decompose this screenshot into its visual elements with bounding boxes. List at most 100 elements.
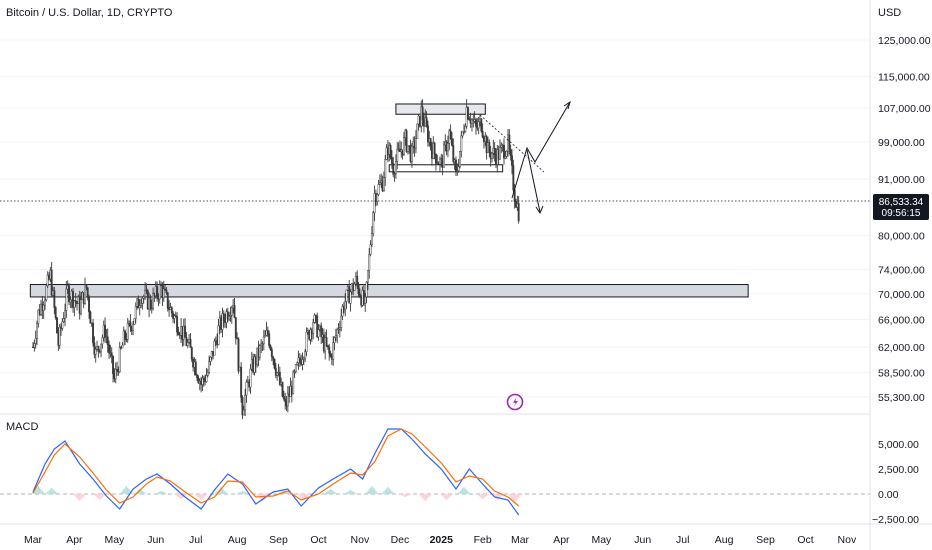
macd-hist-bar — [239, 492, 241, 494]
candle-body — [302, 357, 305, 360]
symbol-title[interactable]: Bitcoin / U.S. Dollar, 1D, CRYPTO — [6, 7, 173, 19]
candle-body — [370, 233, 373, 245]
macd-hist-bar — [176, 494, 178, 496]
macd-hist-bar — [500, 494, 502, 497]
macd-hist-bar — [344, 493, 346, 494]
price-tick-label: 91,000.00 — [878, 174, 925, 186]
price-tick-label: 58,500.00 — [878, 367, 925, 379]
time-tick-label: Jun — [634, 534, 651, 546]
macd-hist-bar — [353, 492, 356, 494]
logo-icon[interactable] — [506, 393, 524, 411]
macd-hist-bar — [140, 490, 142, 494]
macd-hist-bar — [519, 494, 521, 496]
macd-hist-bar — [327, 491, 329, 494]
candle-body — [88, 297, 90, 313]
price-axis-labels[interactable]: 125,000.00 115,000.00 107,000.00 99,000.00 9… — [878, 35, 931, 404]
bullish-path-arrow[interactable] — [511, 101, 571, 199]
macd-axis-labels[interactable]: 5,000.00 2,500.00 0.00 −2,500.00 — [872, 439, 919, 526]
macd-hist-bar — [484, 494, 486, 497]
candle-body — [185, 337, 188, 346]
candle-body — [406, 145, 409, 152]
candle-body — [464, 125, 467, 132]
candle-body — [174, 315, 177, 317]
candle-body — [480, 118, 483, 132]
candle-body — [500, 145, 503, 148]
macd-hist-bar — [135, 492, 137, 494]
macd-hist-bar — [101, 494, 103, 498]
candle-body — [106, 336, 109, 346]
candle-body — [341, 306, 344, 317]
candle-body — [390, 157, 393, 164]
macd-hist-bar — [384, 489, 386, 494]
candle-body — [260, 343, 263, 346]
candle-body — [194, 361, 197, 376]
candle-body — [149, 297, 152, 308]
candle-body — [268, 333, 271, 346]
macd-hist-bar — [181, 494, 184, 498]
candle-body — [144, 290, 147, 297]
candle-body — [165, 289, 168, 293]
macd-hist-bar — [372, 487, 374, 494]
price-tick-label: 62,000.00 — [878, 342, 925, 354]
macd-hist-bar — [51, 488, 53, 494]
time-tick-label: Nov — [351, 534, 370, 546]
candle-body — [37, 309, 40, 324]
macd-hist-bar — [175, 494, 177, 495]
candle-body — [222, 313, 225, 321]
macd-hist-bar — [215, 492, 217, 494]
candle-body — [393, 173, 396, 175]
candle-body — [184, 325, 187, 338]
bearish-path-arrow[interactable] — [526, 149, 541, 213]
macd-hist-bar — [430, 494, 432, 496]
macd-hist-bar — [121, 490, 123, 494]
macd-indicator-label[interactable]: MACD — [6, 421, 39, 433]
currency-label[interactable]: USD — [878, 7, 902, 19]
candle-body — [132, 324, 135, 331]
price-tag-value: 86,533.34 — [879, 197, 924, 208]
macd-hist-bar — [332, 491, 334, 494]
candle-body — [141, 297, 144, 304]
candle-body — [249, 368, 252, 388]
drawn-arrows[interactable] — [479, 100, 571, 215]
candle-body — [338, 327, 341, 330]
candle-body — [281, 381, 284, 397]
macd-hist-bar — [424, 494, 426, 501]
macd-hist-bar — [93, 494, 95, 496]
support-box[interactable] — [388, 164, 504, 173]
macd-hist-bar — [371, 486, 373, 494]
candle-body — [244, 394, 247, 411]
macd-hist-bar — [43, 492, 45, 494]
macd-hist-bar — [400, 494, 402, 496]
macd-hist-bar — [41, 490, 43, 494]
candle-body — [392, 163, 395, 175]
macd-hist-bar — [328, 490, 330, 494]
candle-body — [262, 336, 265, 344]
candle-body — [461, 131, 464, 137]
candle-body — [456, 170, 459, 172]
macd-hist-bar — [301, 494, 304, 499]
candle-body — [340, 315, 343, 328]
macd-hist-bar — [204, 494, 206, 497]
macd-hist-bar — [184, 494, 186, 496]
macd-hist-bar — [164, 492, 166, 494]
candle-body — [429, 138, 432, 148]
macd-hist-bar — [157, 492, 160, 494]
candle-body — [42, 304, 45, 311]
resistance-box[interactable] — [395, 103, 486, 115]
candle-body — [505, 150, 508, 157]
key-zone-box[interactable] — [29, 284, 749, 298]
macd-line — [32, 428, 520, 516]
macd-hist-bar — [128, 489, 130, 494]
candle-body — [205, 375, 208, 383]
candle-body — [266, 330, 269, 334]
time-axis-labels[interactable]: Mar Apr May Jun Jul Aug Sep Oct Nov Dec 2025 Feb Mar… — [24, 534, 857, 546]
drawn-zones[interactable] — [29, 103, 749, 298]
macd-hist-bar — [237, 492, 240, 494]
candle-body — [36, 322, 38, 339]
candle-body — [138, 305, 141, 309]
price-tick-label: 125,000.00 — [878, 35, 931, 47]
candle-body — [44, 299, 46, 306]
candle-body — [156, 286, 159, 297]
macd-hist-bar — [79, 494, 81, 501]
